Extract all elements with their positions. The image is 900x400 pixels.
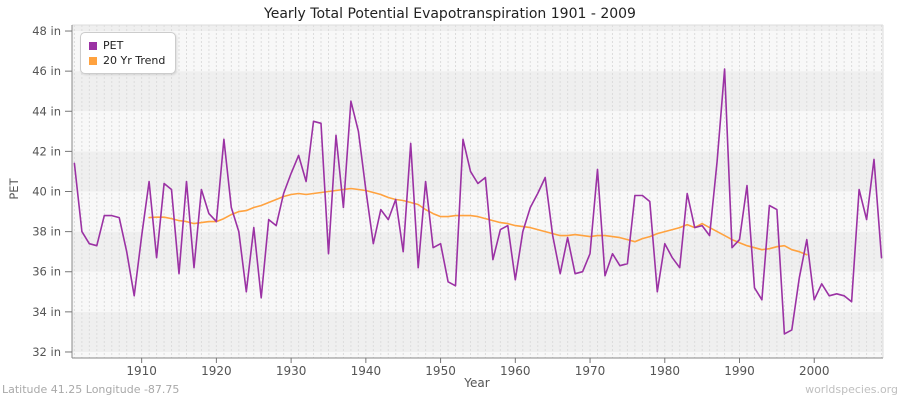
- y-axis-ticks: 48 in 46 in 44 in 42 in 40 in 38 in 36 in 34 in…: [32, 24, 72, 359]
- pet-line: [73, 68, 883, 335]
- x-tick-label: 1950: [425, 364, 456, 378]
- x-axis-ticks: 1910 1920 1930 1940 1950 1960 1970 1980 1990 2000: [126, 358, 830, 378]
- y-tick-label: 42 in: [32, 144, 61, 158]
- y-tick-label: 40 in: [32, 185, 61, 199]
- trend-series-label: 20 Yr Trend: [103, 54, 166, 67]
- x-axis-title: Year: [464, 376, 490, 390]
- x-tick-label: 1970: [575, 364, 606, 378]
- x-tick-label: 1980: [650, 364, 681, 378]
- y-axis-title: PET: [7, 178, 21, 200]
- watermark: worldspecies.org: [805, 383, 898, 396]
- y-tick-label: 44 in: [32, 104, 61, 118]
- y-tick-label: 38 in: [32, 225, 61, 239]
- latitude-longitude-caption: Latitude 41.25 Longitude -87.75: [2, 383, 180, 396]
- x-tick-label: 1960: [500, 364, 531, 378]
- trend-series-swatch: [89, 56, 97, 65]
- y-tick-label: 48 in: [32, 24, 61, 38]
- x-tick-label: 1990: [724, 364, 755, 378]
- gridlines: [73, 25, 883, 358]
- x-tick-label: 1910: [126, 364, 157, 378]
- chart-title: Yearly Total Potential Evapotranspiratio…: [264, 6, 636, 22]
- legend-item-trend: 20 Yr Trend: [89, 53, 165, 68]
- x-tick-label: 2000: [799, 364, 830, 378]
- legend: PET 20 Yr Trend: [80, 32, 177, 74]
- y-tick-label: 36 in: [32, 265, 61, 279]
- x-tick-label: 1930: [276, 364, 307, 378]
- pet-series-label: PET: [103, 39, 124, 52]
- x-tick-label: 1940: [351, 364, 382, 378]
- y-tick-label: 32 in: [32, 345, 61, 359]
- x-tick-label: 1920: [201, 364, 232, 378]
- y-tick-label: 34 in: [32, 305, 61, 319]
- legend-item-pet: PET: [89, 38, 165, 53]
- pet-series-swatch: [89, 41, 97, 50]
- y-tick-label: 46 in: [32, 64, 61, 78]
